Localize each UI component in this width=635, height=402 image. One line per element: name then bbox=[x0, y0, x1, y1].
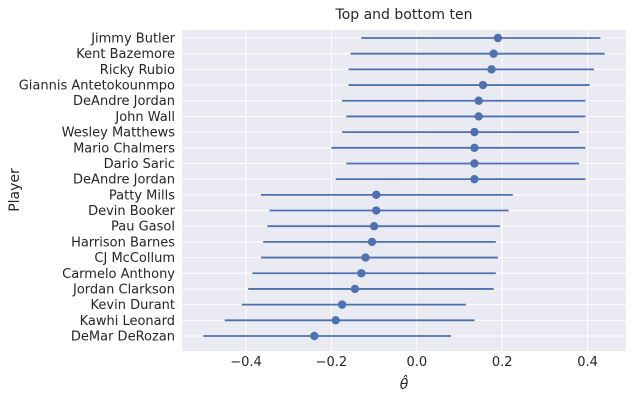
point-estimate bbox=[493, 33, 503, 43]
y-tick-label: Jimmy Butler bbox=[90, 32, 175, 47]
point-estimate bbox=[478, 80, 488, 90]
plot-background bbox=[182, 30, 626, 351]
y-tick-label: Kawhi Leonard bbox=[80, 314, 175, 329]
x-tick-label: −0.4 bbox=[230, 355, 262, 370]
point-estimate bbox=[470, 143, 479, 152]
y-tick-label: Pau Gasol bbox=[111, 220, 175, 235]
y-tick-label: DeAndre Jordan bbox=[73, 94, 175, 109]
x-tick-label: 0.2 bbox=[492, 355, 513, 370]
y-tick-label: John Wall bbox=[114, 110, 175, 125]
y-tick-label: DeMar DeRozan bbox=[71, 330, 175, 345]
y-tick-label: Ricky Rubio bbox=[100, 63, 175, 78]
point-estimate bbox=[487, 65, 496, 74]
chart-title: Top and bottom ten bbox=[335, 7, 473, 23]
point-estimate bbox=[331, 316, 340, 325]
y-tick-label: Kent Bazemore bbox=[76, 47, 175, 62]
point-estimate bbox=[367, 237, 377, 247]
y-tick-label: Dario Saric bbox=[104, 157, 175, 172]
point-estimate bbox=[372, 206, 381, 215]
point-estimate bbox=[470, 174, 479, 184]
point-estimate bbox=[350, 284, 360, 294]
point-estimate bbox=[474, 112, 483, 121]
point-estimate bbox=[470, 127, 479, 137]
y-tick-label: Patty Mills bbox=[109, 188, 175, 203]
x-tick-labels: −0.4 −0.2 0.0 0.2 0.4 bbox=[230, 355, 598, 370]
y-tick-label: Carmelo Anthony bbox=[62, 267, 175, 282]
point-estimate bbox=[470, 159, 479, 168]
point-estimate bbox=[310, 331, 319, 341]
point-estimate bbox=[361, 253, 370, 262]
x-tick-label: 0.4 bbox=[577, 355, 598, 370]
point-estimate bbox=[369, 222, 379, 231]
y-tick-label: Mario Chalmers bbox=[73, 141, 175, 156]
y-tick-label: CJ McCollum bbox=[94, 251, 175, 266]
y-tick-label: Harrison Barnes bbox=[71, 235, 175, 250]
y-tick-label: Wesley Matthews bbox=[62, 126, 176, 141]
point-estimate bbox=[357, 269, 366, 278]
x-axis-label: θ̂ bbox=[400, 374, 409, 393]
y-tick-label: Kevin Durant bbox=[91, 298, 175, 313]
y-tick-label: Giannis Antetokounmpo bbox=[19, 79, 175, 94]
x-tick-label: 0.0 bbox=[406, 355, 427, 370]
y-tick-label: DeAndre Jordan bbox=[73, 173, 175, 188]
data-marks bbox=[203, 33, 605, 341]
x-tick-label: −0.2 bbox=[316, 355, 348, 370]
point-estimate bbox=[489, 49, 498, 58]
point-estimate bbox=[337, 300, 347, 309]
y-tick-label: Jordan Clarkson bbox=[72, 282, 175, 297]
point-estimate bbox=[474, 96, 483, 105]
y-tick-label: Devin Booker bbox=[88, 204, 176, 219]
point-estimate bbox=[372, 190, 381, 200]
y-axis-label: Player bbox=[7, 168, 23, 212]
